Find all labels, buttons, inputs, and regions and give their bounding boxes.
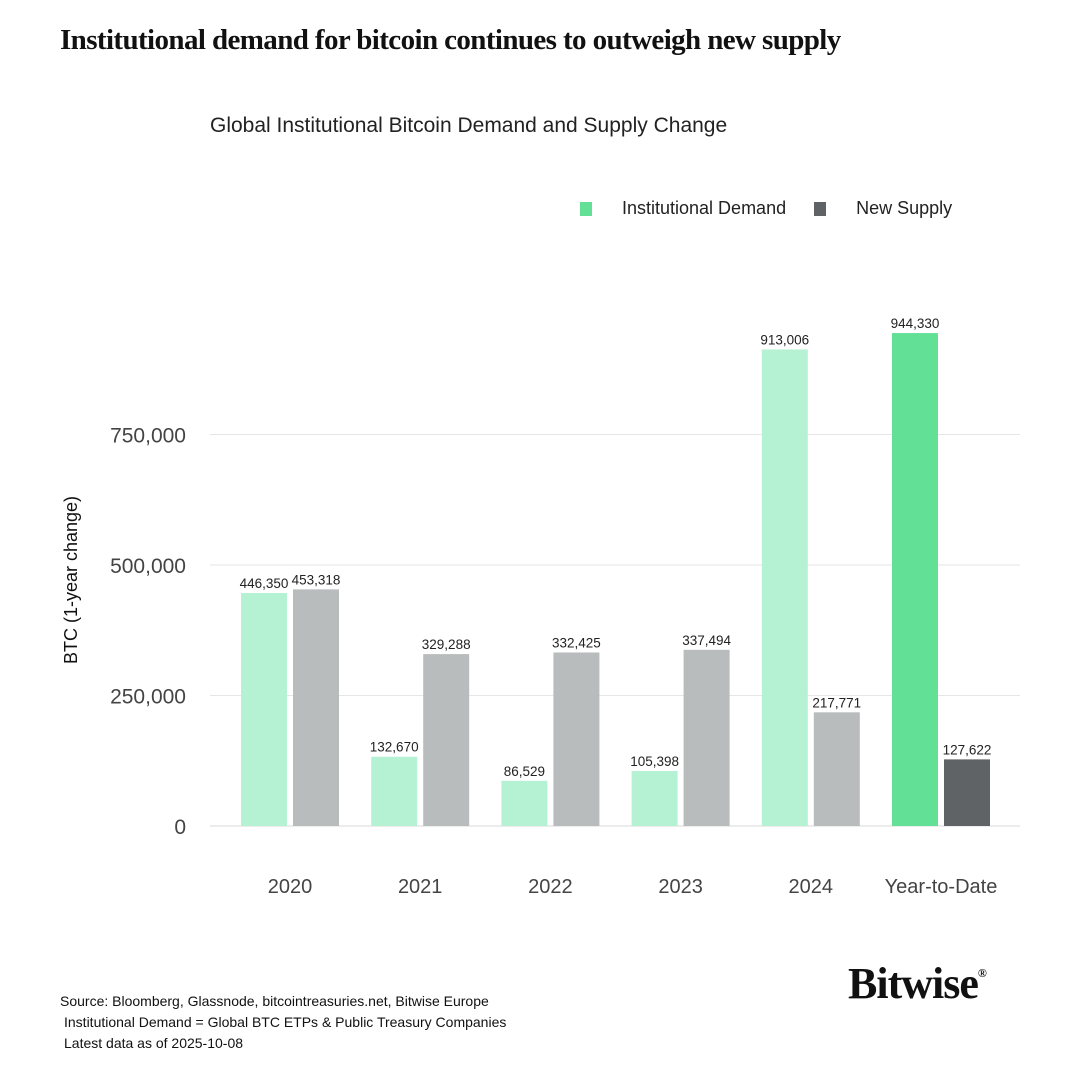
data-label: 86,529	[504, 764, 545, 779]
x-tick-label: Year-to-Date	[885, 876, 998, 898]
legend-label-demand: Institutional Demand	[622, 198, 787, 218]
data-label: 944,330	[891, 316, 940, 331]
bar-supply	[293, 589, 339, 826]
bar-supply	[944, 759, 990, 826]
x-tick-label: 2023	[658, 876, 703, 898]
data-label: 132,670	[370, 740, 419, 755]
data-label: 446,350	[240, 576, 289, 591]
footer: Source: Bloomberg, Glassnode, bitcointre…	[60, 991, 506, 1054]
x-tick-label: 2022	[528, 876, 573, 898]
y-tick-label: 0	[174, 816, 186, 839]
x-tick-label: 2020	[268, 876, 313, 898]
legend-swatch-demand	[580, 201, 592, 216]
y-axis-label: BTC (1-year change)	[61, 496, 81, 664]
source-note: Source: Bloomberg, Glassnode, bitcointre…	[60, 993, 489, 1009]
data-label: 217,771	[812, 695, 861, 710]
definition-note: Institutional Demand = Global BTC ETPs &…	[64, 1014, 507, 1030]
bar-demand	[761, 349, 808, 826]
legend-item-demand: Institutional Demand	[580, 198, 786, 219]
data-label: 127,622	[943, 742, 992, 757]
data-label: 329,288	[422, 637, 471, 652]
bar-supply	[553, 652, 600, 826]
y-tick-label: 500,000	[110, 555, 186, 578]
bitwise-logo: Bitwise®	[848, 959, 987, 1008]
data-label: 453,318	[292, 572, 341, 587]
legend-swatch-supply	[814, 201, 827, 216]
chart-title: Global Institutional Bitcoin Demand and …	[210, 114, 728, 137]
headline: Institutional demand for bitcoin continu…	[60, 24, 841, 56]
x-tick-label: 2024	[789, 876, 834, 898]
bar-demand	[892, 333, 938, 826]
bar-demand	[501, 780, 548, 826]
x-tick-label: 2021	[398, 876, 443, 898]
data-label: 105,398	[630, 754, 679, 769]
bar-supply	[423, 654, 470, 826]
legend-label-supply: New Supply	[856, 198, 953, 218]
bar-supply	[813, 712, 860, 826]
legend-item-supply: New Supply	[814, 198, 952, 219]
data-label: 913,006	[760, 332, 809, 347]
y-tick-label: 750,000	[110, 425, 186, 448]
bar-demand	[241, 593, 287, 826]
bar-demand	[631, 770, 678, 826]
legend: Institutional Demand New Supply	[580, 198, 980, 219]
bar-supply	[683, 649, 730, 826]
data-label: 337,494	[682, 633, 731, 648]
bar-demand	[371, 756, 418, 826]
y-tick-label: 250,000	[110, 686, 186, 709]
data-label: 332,425	[552, 635, 601, 650]
date-note: Latest data as of 2025-10-08	[64, 1035, 244, 1051]
